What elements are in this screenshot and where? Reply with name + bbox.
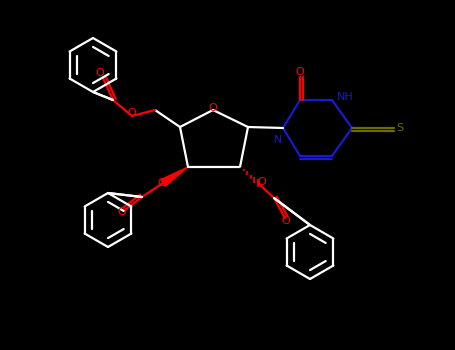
Text: O: O xyxy=(209,103,217,113)
Text: NH: NH xyxy=(337,92,354,102)
Text: O: O xyxy=(127,108,136,118)
Polygon shape xyxy=(161,167,188,186)
Text: S: S xyxy=(396,123,404,133)
Text: O: O xyxy=(157,178,167,188)
Text: O: O xyxy=(96,68,104,78)
Text: N: N xyxy=(274,135,282,145)
Text: O: O xyxy=(296,67,304,77)
Text: O: O xyxy=(118,207,126,217)
Text: O: O xyxy=(258,177,266,187)
Text: O: O xyxy=(282,216,290,226)
